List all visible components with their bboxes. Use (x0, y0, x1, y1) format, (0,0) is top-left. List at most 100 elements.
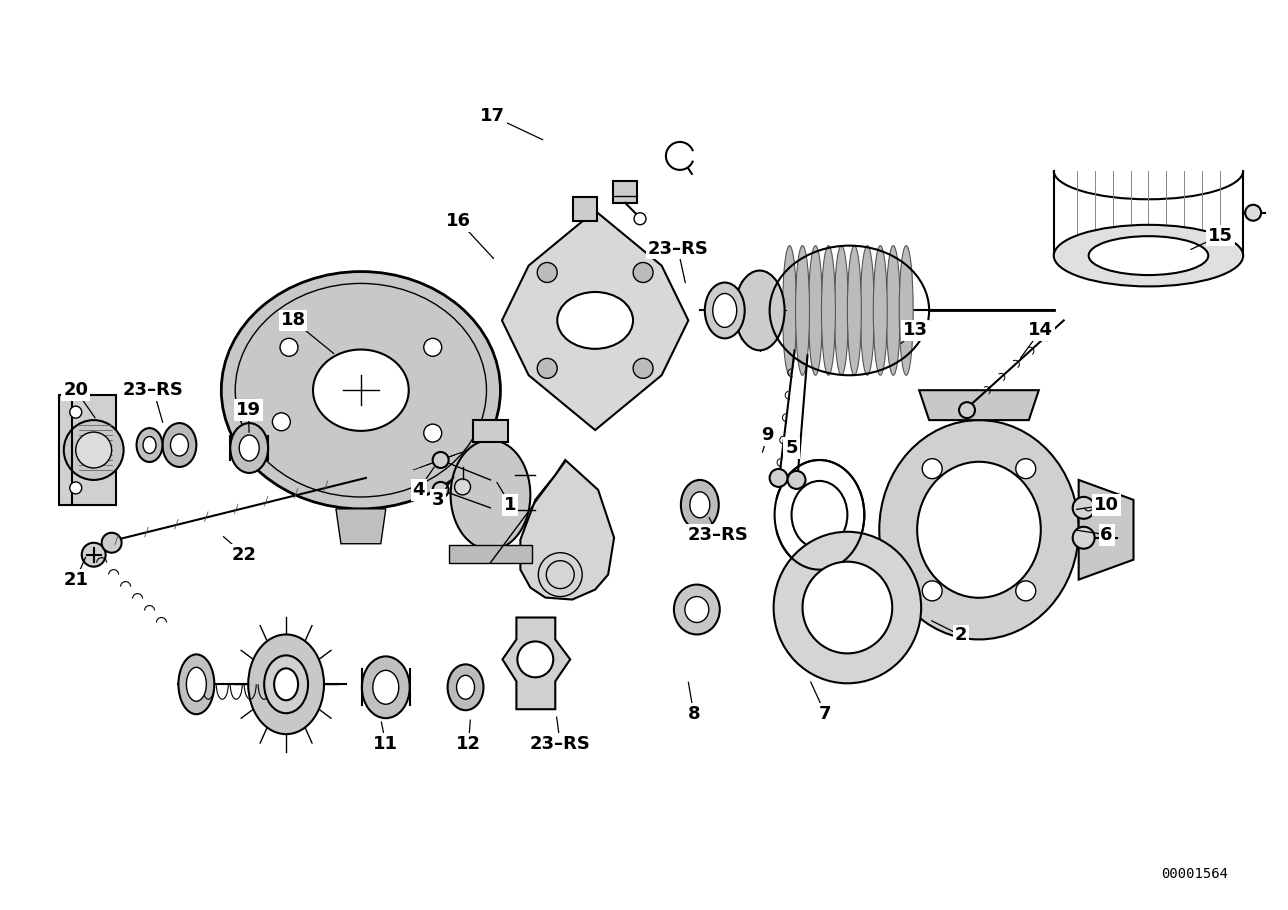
Text: 00001564: 00001564 (1162, 866, 1229, 881)
Ellipse shape (362, 656, 410, 718)
Bar (613, 181, 638, 203)
Ellipse shape (681, 480, 719, 530)
Text: 3: 3 (431, 490, 444, 509)
Ellipse shape (802, 561, 893, 653)
Ellipse shape (734, 270, 784, 350)
Text: 11: 11 (374, 735, 398, 753)
Text: 18: 18 (281, 311, 305, 329)
Polygon shape (336, 509, 386, 544)
Bar (473, 420, 509, 442)
Text: 10: 10 (1094, 496, 1119, 514)
Circle shape (1073, 497, 1095, 519)
Text: 23–RS: 23–RS (648, 239, 708, 258)
Ellipse shape (886, 246, 900, 375)
Circle shape (81, 542, 106, 567)
Ellipse shape (162, 423, 196, 467)
Bar (448, 545, 532, 562)
Circle shape (64, 420, 124, 480)
Text: 12: 12 (456, 735, 480, 753)
Text: 2: 2 (954, 626, 967, 644)
Ellipse shape (187, 667, 206, 702)
Polygon shape (502, 618, 571, 709)
Ellipse shape (451, 440, 531, 550)
Circle shape (634, 359, 653, 379)
Ellipse shape (685, 597, 708, 622)
Circle shape (70, 482, 81, 494)
Text: 1: 1 (504, 496, 516, 514)
Ellipse shape (240, 435, 259, 461)
Circle shape (634, 213, 647, 225)
Circle shape (922, 459, 942, 479)
Ellipse shape (1054, 225, 1243, 287)
Ellipse shape (848, 246, 862, 375)
Circle shape (424, 339, 442, 357)
Ellipse shape (372, 671, 399, 704)
Bar (573, 197, 598, 221)
Circle shape (634, 262, 653, 282)
Circle shape (272, 413, 290, 430)
Circle shape (279, 339, 298, 357)
Text: 22: 22 (232, 546, 256, 563)
Ellipse shape (712, 294, 737, 328)
Ellipse shape (809, 246, 823, 375)
Text: 21: 21 (63, 571, 89, 589)
Text: 8: 8 (688, 705, 701, 723)
Circle shape (433, 482, 448, 498)
Polygon shape (502, 211, 688, 430)
Ellipse shape (558, 292, 632, 349)
Circle shape (424, 424, 442, 442)
Text: 17: 17 (480, 107, 505, 125)
Ellipse shape (690, 492, 710, 518)
Ellipse shape (448, 664, 483, 710)
Ellipse shape (137, 428, 162, 462)
Text: 5: 5 (786, 439, 797, 457)
Circle shape (455, 479, 470, 495)
Ellipse shape (249, 634, 325, 734)
Circle shape (76, 432, 112, 468)
Text: 16: 16 (446, 212, 471, 229)
Ellipse shape (880, 420, 1078, 640)
Ellipse shape (674, 584, 720, 634)
Ellipse shape (860, 246, 875, 375)
Ellipse shape (835, 246, 849, 375)
Text: 4: 4 (412, 480, 425, 499)
Circle shape (518, 642, 554, 677)
Polygon shape (520, 460, 614, 600)
Text: 9: 9 (761, 426, 774, 444)
Polygon shape (1078, 480, 1133, 580)
Circle shape (1245, 205, 1261, 221)
Circle shape (70, 406, 81, 418)
Circle shape (537, 262, 558, 282)
Circle shape (102, 532, 121, 552)
Text: 19: 19 (236, 401, 260, 420)
Text: 7: 7 (819, 705, 832, 723)
Ellipse shape (274, 668, 298, 701)
Ellipse shape (231, 423, 268, 473)
Ellipse shape (705, 282, 744, 339)
Text: 6: 6 (1100, 526, 1113, 544)
Text: 20: 20 (63, 381, 89, 399)
Ellipse shape (796, 246, 809, 375)
Ellipse shape (313, 349, 408, 430)
Circle shape (1073, 527, 1095, 549)
Polygon shape (920, 390, 1039, 420)
Ellipse shape (222, 271, 501, 509)
Text: 15: 15 (1208, 227, 1233, 245)
Ellipse shape (873, 246, 887, 375)
Ellipse shape (917, 461, 1041, 598)
Text: 23–RS: 23–RS (688, 526, 748, 544)
Circle shape (1016, 581, 1036, 601)
Circle shape (960, 402, 975, 418)
Ellipse shape (143, 437, 156, 453)
Ellipse shape (1088, 237, 1208, 275)
Ellipse shape (179, 654, 214, 714)
Ellipse shape (899, 246, 913, 375)
Ellipse shape (822, 246, 836, 375)
Circle shape (1016, 459, 1036, 479)
Circle shape (537, 359, 558, 379)
Text: 14: 14 (1028, 321, 1054, 339)
Circle shape (433, 452, 448, 468)
Ellipse shape (456, 675, 474, 699)
Text: 13: 13 (903, 321, 927, 339)
Circle shape (787, 471, 805, 489)
